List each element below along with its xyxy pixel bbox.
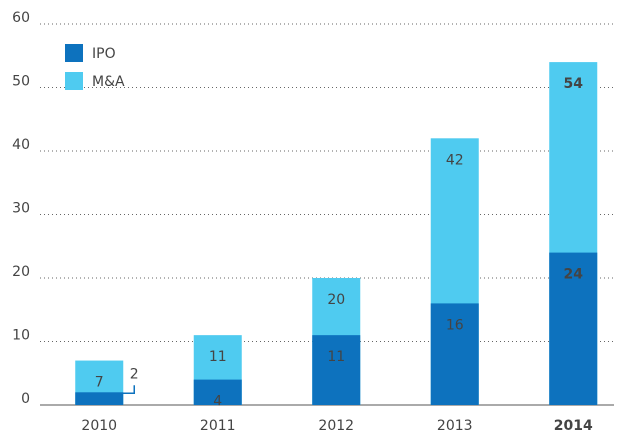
data-label: 20: [327, 292, 345, 308]
legend-swatch: [65, 72, 83, 90]
x-tick-label: 2013: [437, 418, 473, 434]
bar: [193, 379, 242, 405]
data-label: 24: [564, 267, 584, 283]
y-tick-label: 10: [12, 328, 30, 344]
bar: [312, 335, 361, 405]
x-tick-label: 2014: [554, 418, 593, 434]
data-label: 11: [209, 349, 227, 365]
data-label: 4: [213, 394, 222, 410]
data-label: 7: [95, 375, 104, 391]
y-tick-label: 40: [12, 137, 30, 153]
bar: [75, 392, 124, 405]
bar: [549, 252, 598, 405]
data-label: 11: [327, 349, 345, 365]
y-tick-label: 50: [12, 74, 30, 90]
data-label: 2: [130, 366, 139, 382]
y-tick-label: 30: [12, 201, 30, 217]
x-tick-label: 2012: [318, 418, 354, 434]
data-label: 42: [446, 152, 464, 168]
legend-label: M&A: [92, 74, 125, 90]
x-tick-label: 2011: [200, 418, 236, 434]
y-tick-label: 20: [12, 264, 30, 280]
data-label: 16: [446, 317, 464, 333]
x-tick-label: 2010: [81, 418, 117, 434]
label-leader: [119, 385, 135, 395]
y-tick-label: 0: [21, 391, 30, 407]
legend-label: IPO: [92, 46, 116, 62]
legend-swatch: [65, 44, 83, 62]
y-tick-label: 60: [12, 10, 30, 26]
data-label: 54: [564, 76, 584, 92]
bar: [430, 303, 479, 405]
